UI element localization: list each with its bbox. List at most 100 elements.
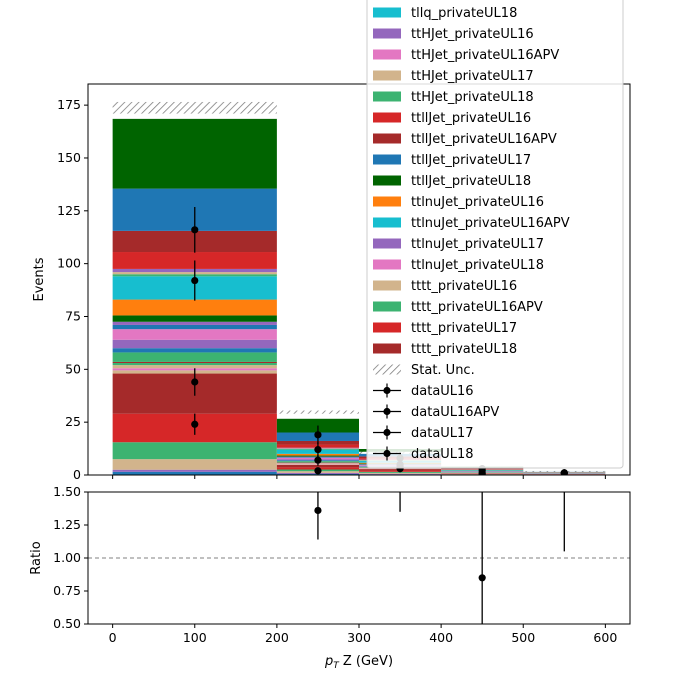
- legend-swatch-1: [373, 28, 401, 39]
- main-ytick-label-50: 50: [65, 361, 81, 376]
- stack-bar-b-bin-0: [112, 469, 277, 472]
- dataUL18-point-0: [191, 226, 199, 234]
- dataUL16APV-point-0: [191, 378, 199, 386]
- ratio-plot: [88, 492, 630, 624]
- legend-label-5: ttllJet_privateUL16: [411, 111, 531, 126]
- ratio-xtick-label-300: 300: [347, 630, 371, 645]
- legend-swatch-13: [373, 280, 401, 291]
- stack-bar-r-bin-0: [112, 315, 277, 322]
- ratio-ytick-label-1: 0.75: [53, 583, 81, 598]
- ratio-ytick-label-4: 1.50: [53, 484, 81, 499]
- stat-unc-band-bin-0: [112, 101, 277, 114]
- dataUL17-point-1: [314, 446, 322, 454]
- legend-label-10: ttlnuJet_privateUL16APV: [411, 216, 570, 231]
- ratio-axes: 0.50 0.75 1.00 1.25 1.50 0 100 200 300 400 500 600 R…: [29, 484, 631, 671]
- ratio-ylabel: Ratio: [29, 541, 44, 574]
- legend-label-15: tttt_privateUL17: [411, 321, 517, 336]
- ratio-ytick-label-3: 1.25: [53, 517, 81, 532]
- ratio-xlabel: pT Z (GeV): [324, 654, 393, 671]
- main-ytick-label-75: 75: [65, 308, 81, 323]
- legend-swatch-4: [373, 91, 401, 102]
- legend-swatch-10: [373, 217, 401, 228]
- dataUL16-point-0: [191, 420, 199, 428]
- main-ytick-label-125: 125: [57, 203, 81, 218]
- stack-bar-o-bin-0: [112, 329, 277, 340]
- legend-label-21: dataUL18: [411, 447, 474, 462]
- ratio-ytick-label-2: 1.00: [53, 550, 81, 565]
- stack-bar-i-bin-0: [112, 365, 277, 369]
- ratio-point-1: [314, 506, 322, 515]
- legend-swatch-5: [373, 112, 401, 123]
- ratio-axes-frame: [87, 491, 631, 625]
- legend-label-8: ttllJet_privateUL18: [411, 174, 531, 189]
- legend-label-13: tttt_privateUL16: [411, 279, 517, 294]
- stack-bar-a-bin-1: [276, 473, 359, 475]
- legend-swatch-17: [373, 364, 401, 375]
- stack-bar-a-bin-0: [112, 471, 277, 475]
- legend-box: [366, 0, 624, 469]
- ratio-xtick-label-500: 500: [511, 630, 535, 645]
- main-ytick-label-25: 25: [65, 414, 81, 429]
- stack-bar-d-bin-0: [112, 442, 277, 460]
- stack-bar-m-bin-0: [112, 348, 277, 353]
- legend: tllq_privateUL18 ttHJet_privateUL16 ttHJet…: [366, 0, 624, 469]
- legend-swatch-16: [373, 343, 401, 354]
- legend-swatch-0: [373, 7, 401, 18]
- dataUL18-point-1: [314, 431, 322, 439]
- legend-label-6: ttllJet_privateUL16APV: [411, 132, 557, 147]
- stack-bar-k-bin-0: [112, 361, 277, 363]
- main-ytick-label-175: 175: [57, 97, 81, 112]
- stack-bar-f-bin-1: [276, 464, 359, 468]
- main-ytick-label-0: 0: [73, 467, 81, 482]
- legend-label-7: ttllJet_privateUL17: [411, 153, 531, 168]
- legend-label-19: dataUL16APV: [411, 405, 499, 420]
- legend-swatch-2: [373, 49, 401, 60]
- stat-unc-band-bin-1: [276, 410, 359, 414]
- legend-swatch-6: [373, 133, 401, 144]
- dataUL16-point-1: [314, 467, 322, 475]
- legend-swatch-12: [373, 259, 401, 270]
- legend-swatch-15: [373, 322, 401, 333]
- ratio-point-3: [478, 574, 486, 582]
- legend-swatch-7: [373, 154, 401, 165]
- dataUL17-point-0: [191, 276, 199, 285]
- legend-marker-20: [383, 428, 391, 437]
- stack-bar-aa-bin-0: [112, 118, 277, 189]
- stack-bar-s-bin-0: [112, 299, 277, 316]
- ratio-xtick-label-400: 400: [429, 630, 453, 645]
- main-ytick-label-100: 100: [57, 256, 81, 271]
- legend-label-2: ttHJet_privateUL16APV: [411, 48, 559, 63]
- data-points: [191, 207, 568, 475]
- stack-bar-b-bin-2: [359, 473, 442, 475]
- stack-bar-c-bin-2: [359, 472, 442, 474]
- legend-label-20: dataUL17: [411, 426, 474, 441]
- main-ylabel: Events: [32, 257, 47, 301]
- stack-bar-l-bin-0: [112, 352, 277, 362]
- legend-swatch-14: [373, 301, 401, 312]
- stack-bar-j-bin-0: [112, 362, 277, 366]
- legend-swatch-11: [373, 238, 401, 249]
- legend-label-4: ttHJet_privateUL18: [411, 90, 534, 105]
- ratio-ytick-label-0: 0.50: [53, 616, 81, 631]
- legend-swatch-9: [373, 196, 401, 207]
- dataUL18-point-4: [560, 469, 568, 475]
- main-ytick-label-150: 150: [57, 150, 81, 165]
- legend-label-1: ttHJet_privateUL16: [411, 27, 534, 42]
- dataUL16APV-point-1: [314, 456, 322, 464]
- legend-swatch-3: [373, 70, 401, 81]
- legend-label-18: dataUL16: [411, 384, 474, 399]
- legend-marker-18: [383, 386, 391, 395]
- main-axes: 0 25 50 75 100 125 150 175 Events: [32, 83, 631, 482]
- ratio-xtick-label-200: 200: [265, 630, 289, 645]
- stack-bar-d-bin-2: [359, 471, 442, 473]
- legend-label-12: ttlnuJet_privateUL18: [411, 258, 544, 273]
- legend-marker-21: [383, 449, 391, 458]
- ratio-xtick-label-0: 0: [109, 630, 117, 645]
- legend-label-9: ttlnuJet_privateUL16: [411, 195, 544, 210]
- legend-swatch-8: [373, 175, 401, 186]
- legend-label-0: tllq_privateUL18: [411, 6, 517, 21]
- legend-label-16: tttt_privateUL18: [411, 342, 517, 357]
- legend-label-14: tttt_privateUL16APV: [411, 300, 543, 315]
